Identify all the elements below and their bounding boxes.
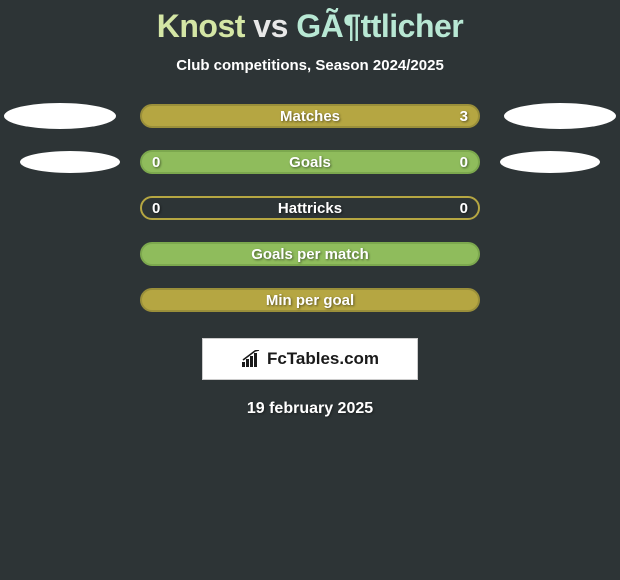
stat-label: Goals — [289, 154, 331, 171]
stat-value-left: 0 — [152, 200, 160, 217]
stat-row-goals: 0 Goals 0 — [0, 150, 620, 174]
stat-value-left: 0 — [152, 154, 160, 171]
stat-value-right: 3 — [460, 108, 468, 125]
stat-row-min-per-goal: Min per goal — [0, 288, 620, 312]
date-label: 19 february 2025 — [0, 400, 620, 418]
stat-label: Hattricks — [278, 200, 342, 217]
ellipse-right — [504, 103, 616, 129]
player2-name: GÃ¶ttlicher — [296, 8, 463, 44]
stat-label: Min per goal — [266, 292, 354, 309]
stat-row-matches: Matches 3 — [0, 104, 620, 128]
stat-bar: 0 Hattricks 0 — [140, 196, 480, 220]
stat-label: Goals per match — [251, 246, 369, 263]
stat-label: Matches — [280, 108, 340, 125]
bar-chart-icon — [241, 350, 263, 368]
brand-badge[interactable]: FcTables.com — [202, 338, 418, 380]
ellipse-left — [20, 151, 120, 173]
ellipse-left — [4, 103, 116, 129]
stat-row-goals-per-match: Goals per match — [0, 242, 620, 266]
ellipse-right — [500, 151, 600, 173]
stat-value-right: 0 — [460, 154, 468, 171]
stat-bar: 0 Goals 0 — [140, 150, 480, 174]
vs-separator: vs — [253, 8, 288, 44]
player1-name: Knost — [157, 8, 245, 44]
stat-value-right: 0 — [460, 200, 468, 217]
comparison-infographic: Knost vs GÃ¶ttlicher Club competitions, … — [0, 0, 620, 418]
stats-rows: Matches 3 0 Goals 0 0 Hattricks 0 — [0, 104, 620, 312]
brand-text: FcTables.com — [267, 349, 379, 369]
stat-bar: Matches 3 — [140, 104, 480, 128]
stat-row-hattricks: 0 Hattricks 0 — [0, 196, 620, 220]
subtitle: Club competitions, Season 2024/2025 — [0, 57, 620, 74]
stat-bar: Goals per match — [140, 242, 480, 266]
stat-bar: Min per goal — [140, 288, 480, 312]
page-title: Knost vs GÃ¶ttlicher — [0, 8, 620, 45]
